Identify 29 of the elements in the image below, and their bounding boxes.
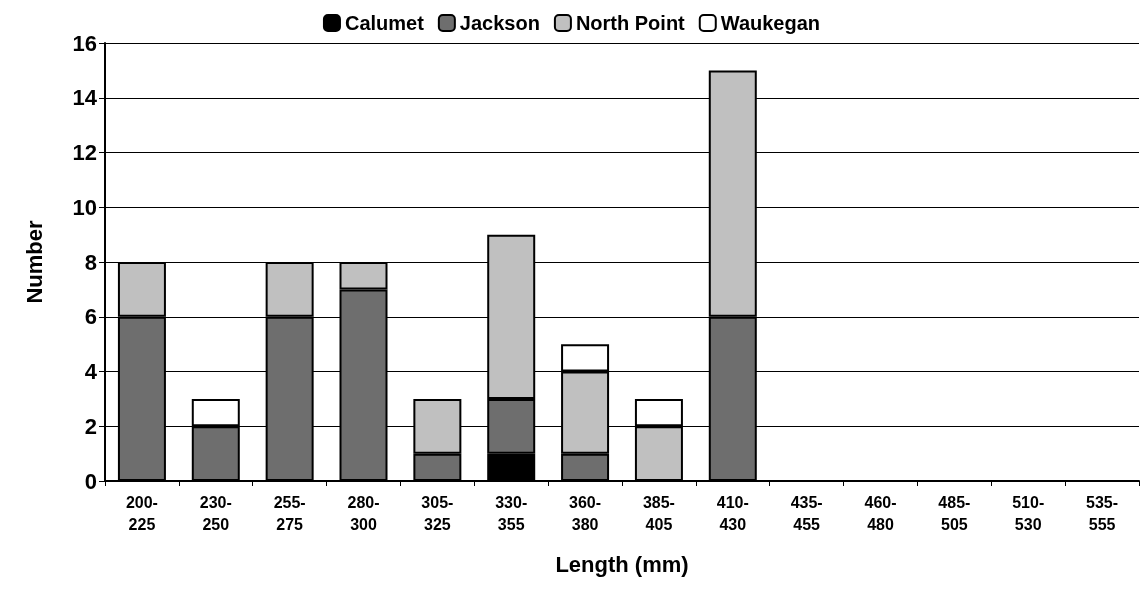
y-tick-label: 8 xyxy=(84,249,97,275)
x-tick-label: 200- 225 xyxy=(125,493,158,533)
legend-label: Calumet xyxy=(344,12,425,34)
x-axis-title: Length (mm) xyxy=(555,551,689,577)
x-tick-label: 460- 480 xyxy=(864,493,897,533)
x-tick-label: 485- 505 xyxy=(938,493,971,533)
y-tick-label: 16 xyxy=(72,30,97,56)
x-tick-label: 255- 275 xyxy=(273,493,306,533)
x-tick-label: 410- 430 xyxy=(716,493,749,533)
y-tick-label: 6 xyxy=(84,304,97,330)
x-tick-label: 330- 355 xyxy=(495,493,528,533)
x-tick-label: 360- 380 xyxy=(569,493,602,533)
legend-label: North Point xyxy=(575,12,686,34)
y-tick-label: 10 xyxy=(72,194,97,220)
y-tick-label: 2 xyxy=(84,413,97,439)
x-tick-label: 280- 300 xyxy=(347,493,380,533)
y-axis-title: Number xyxy=(21,220,47,304)
x-tick-label: 230- 250 xyxy=(199,493,232,533)
legend-label: Waukegan xyxy=(720,12,821,34)
y-tick-label: 4 xyxy=(84,359,98,384)
legend-label: Jackson xyxy=(459,12,540,34)
y-tick-label: 14 xyxy=(72,85,98,111)
x-tick-label: 435- 455 xyxy=(790,493,823,533)
x-tick-label: 510- 530 xyxy=(1012,493,1045,533)
x-tick-label: 535- 555 xyxy=(1086,493,1119,533)
x-tick-label: 305- 325 xyxy=(421,493,454,533)
y-tick-label: 0 xyxy=(84,468,97,494)
y-tick-label: 12 xyxy=(72,140,97,165)
x-tick-label: 385- 405 xyxy=(642,493,675,533)
